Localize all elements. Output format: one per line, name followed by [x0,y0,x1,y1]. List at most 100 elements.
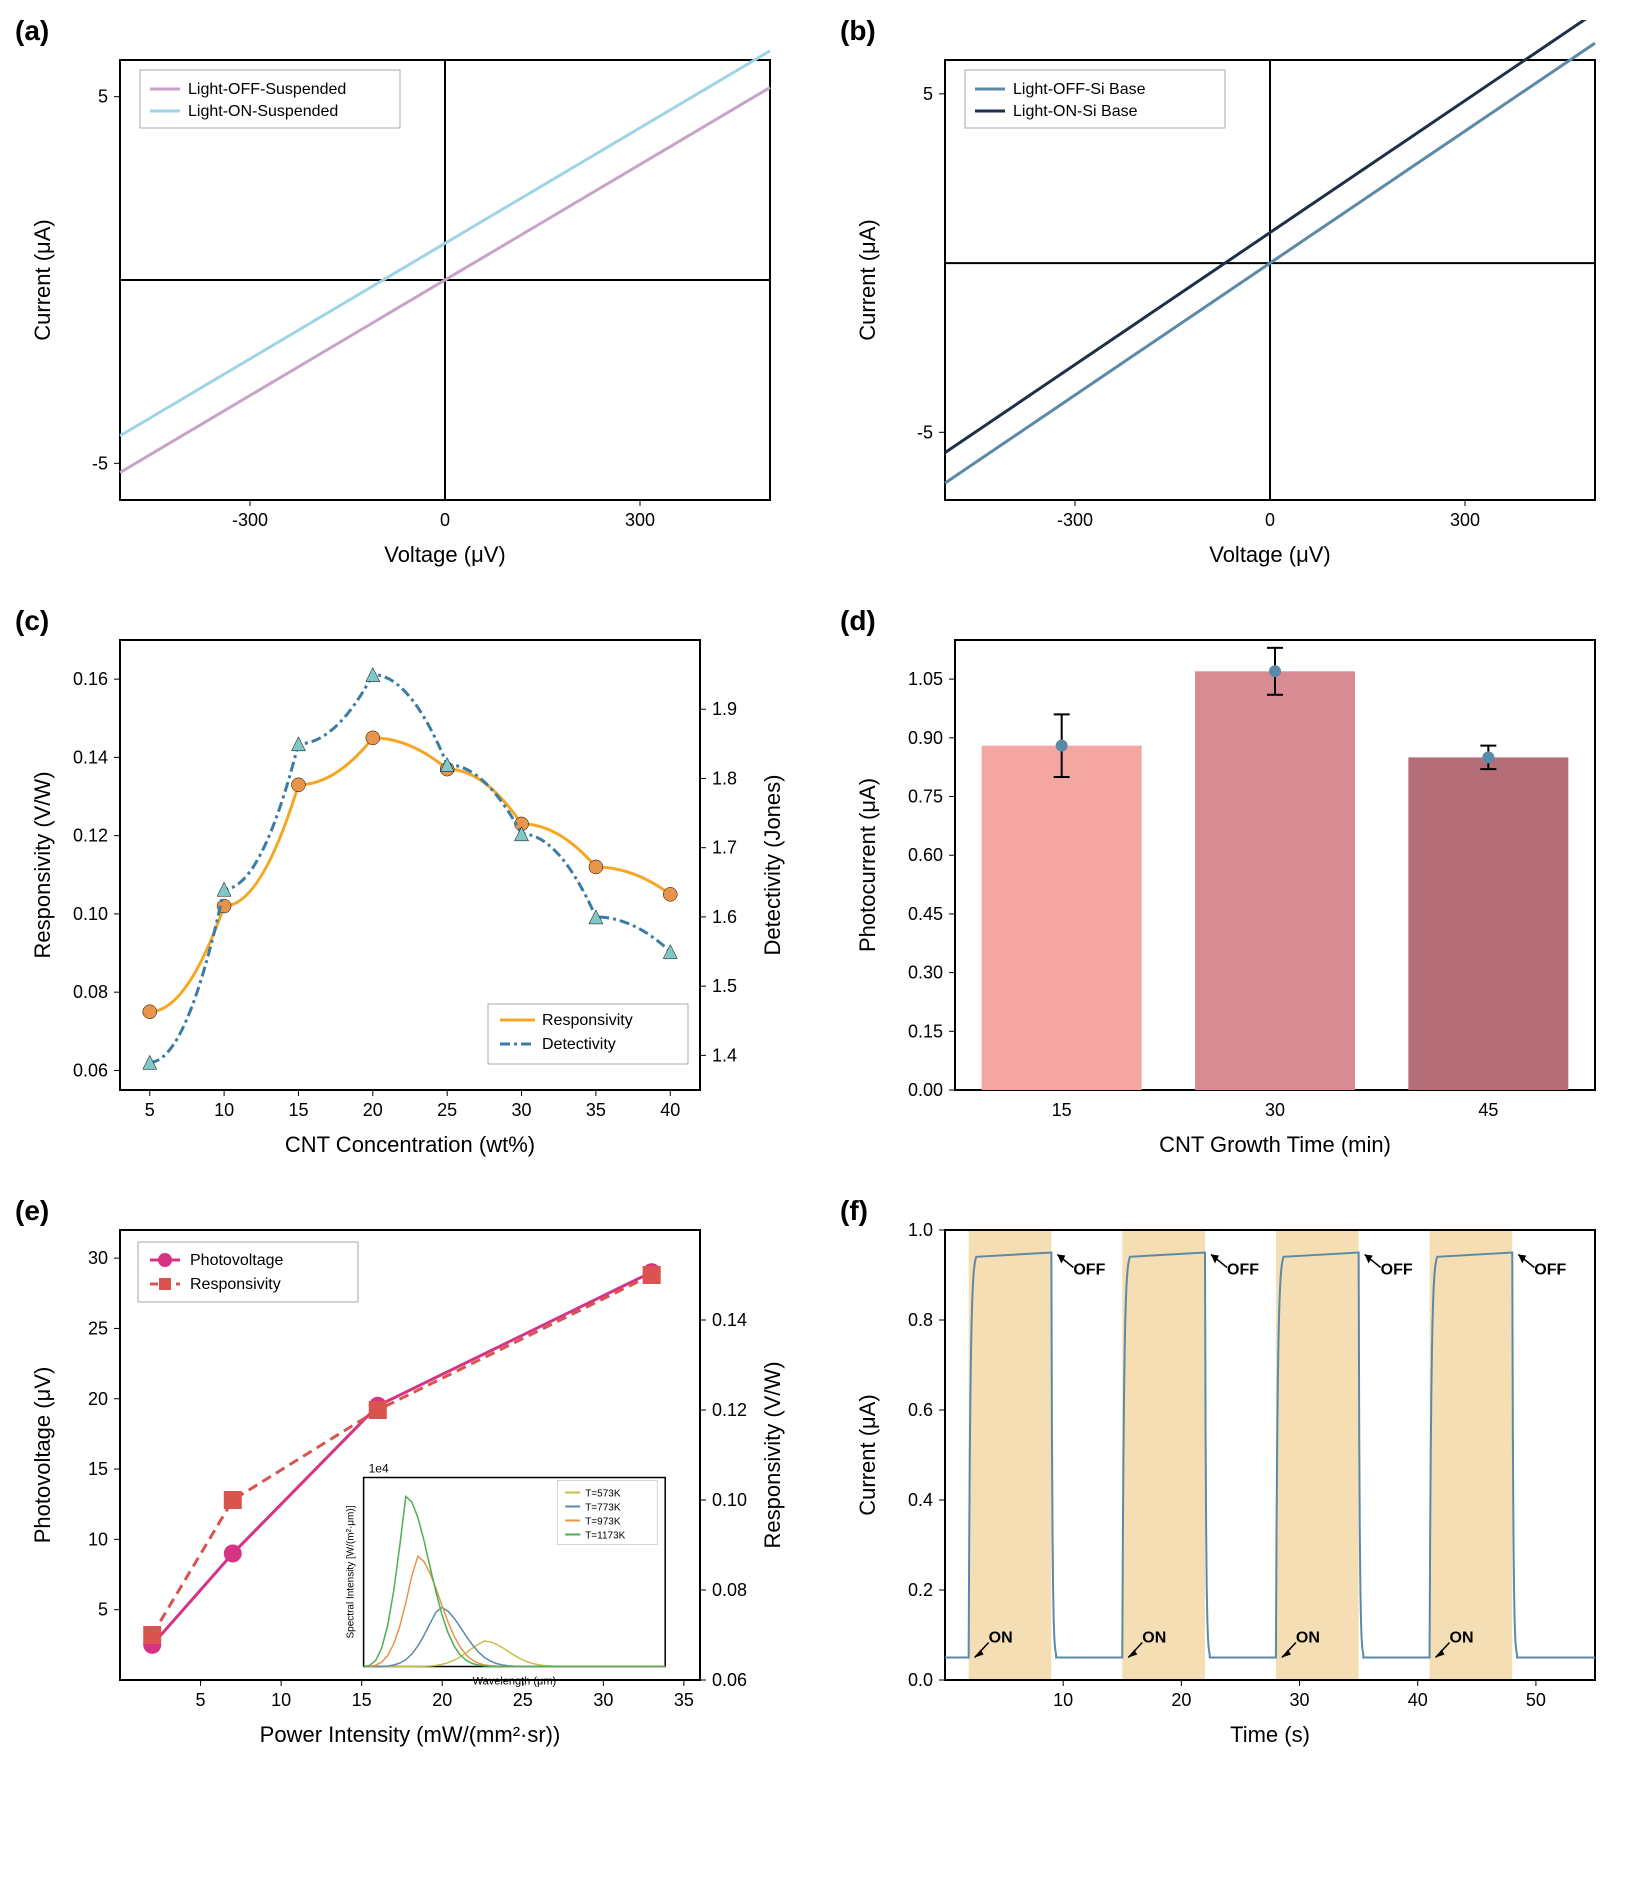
svg-text:ON: ON [1450,1630,1474,1647]
svg-text:30: 30 [512,1100,532,1120]
svg-text:ON: ON [1296,1630,1320,1647]
chart-c: 5101520253035400.060.080.100.120.140.161… [20,610,800,1170]
chart-f: 10203040500.00.20.40.60.81.0ONOFFONOFFON… [845,1200,1625,1760]
chart-a: -3003000-55Voltage (μV)Current (μA)Light… [20,20,800,580]
svg-text:300: 300 [625,510,655,530]
svg-text:Light-OFF-Si Base: Light-OFF-Si Base [1013,81,1146,98]
svg-text:0.10: 0.10 [712,1490,747,1510]
svg-text:0.8: 0.8 [908,1310,933,1330]
svg-text:1.5: 1.5 [712,976,737,996]
svg-text:10: 10 [1053,1690,1073,1710]
svg-text:1.7: 1.7 [712,838,737,858]
svg-text:CNT Growth Time (min): CNT Growth Time (min) [1159,1132,1391,1157]
svg-text:35: 35 [674,1690,694,1710]
svg-text:0.6: 0.6 [908,1400,933,1420]
svg-text:0.75: 0.75 [908,787,943,807]
svg-text:30: 30 [1265,1100,1285,1120]
svg-text:1.8: 1.8 [712,768,737,788]
svg-text:1.6: 1.6 [712,907,737,927]
svg-text:Wavelength (μm): Wavelength (μm) [473,1676,557,1688]
svg-text:15: 15 [1052,1100,1072,1120]
svg-text:300: 300 [1450,510,1480,530]
svg-text:Power Intensity (mW/(mm²·sr)): Power Intensity (mW/(mm²·sr)) [260,1722,561,1747]
svg-text:Detectivity (Jones): Detectivity (Jones) [760,775,785,956]
figure-grid: (a) -3003000-55Voltage (μV)Current (μA)L… [20,20,1630,1760]
chart-b: -3003000-55Voltage (μV)Current (μA)Light… [845,20,1625,580]
svg-text:0.45: 0.45 [908,904,943,924]
svg-text:Time (s): Time (s) [1230,1722,1310,1747]
svg-text:0.00: 0.00 [908,1080,943,1100]
svg-text:ON: ON [989,1630,1013,1647]
svg-text:15: 15 [352,1690,372,1710]
panel-a-label: (a) [15,15,49,47]
svg-text:30: 30 [1290,1690,1310,1710]
svg-text:OFF: OFF [1534,1262,1566,1279]
svg-text:35: 35 [586,1100,606,1120]
svg-text:5: 5 [98,1600,108,1620]
svg-text:-5: -5 [92,453,108,473]
svg-text:40: 40 [660,1100,680,1120]
svg-text:Responsivity (V/W): Responsivity (V/W) [30,771,55,958]
svg-text:0.06: 0.06 [712,1670,747,1690]
svg-text:5: 5 [145,1100,155,1120]
svg-text:1.4: 1.4 [712,1045,737,1065]
panel-a: (a) -3003000-55Voltage (μV)Current (μA)L… [20,20,805,580]
panel-c-label: (c) [15,605,49,637]
svg-text:1.9: 1.9 [712,699,737,719]
svg-text:25: 25 [88,1318,108,1338]
svg-text:-300: -300 [232,510,268,530]
svg-text:Current (μA): Current (μA) [855,219,880,340]
svg-text:0.12: 0.12 [712,1400,747,1420]
svg-text:40: 40 [1408,1690,1428,1710]
svg-text:1e4: 1e4 [369,1462,389,1476]
svg-text:1.0: 1.0 [908,1220,933,1240]
svg-text:-5: -5 [917,422,933,442]
svg-text:0.12: 0.12 [73,826,108,846]
svg-text:OFF: OFF [1381,1262,1413,1279]
svg-text:15: 15 [88,1459,108,1479]
svg-text:Voltage (μV): Voltage (μV) [384,542,506,567]
svg-text:Responsivity: Responsivity [190,1276,281,1293]
svg-text:0.2: 0.2 [908,1580,933,1600]
svg-text:Spectral Intensity [W/(m²·μm)]: Spectral Intensity [W/(m²·μm)] [346,1505,357,1638]
svg-text:0.90: 0.90 [908,728,943,748]
chart-e: 5101520253035510152025300.060.080.100.12… [20,1200,800,1760]
svg-text:50: 50 [1526,1690,1546,1710]
panel-c: (c) 5101520253035400.060.080.100.120.140… [20,610,805,1170]
svg-text:Light-ON-Si Base: Light-ON-Si Base [1013,103,1138,120]
panel-d-label: (d) [840,605,876,637]
svg-text:0: 0 [440,510,450,530]
svg-text:T=1173K: T=1173K [585,1531,625,1542]
svg-text:ON: ON [1142,1630,1166,1647]
svg-text:20: 20 [363,1100,383,1120]
svg-text:Current (μA): Current (μA) [30,219,55,340]
svg-text:Photovoltage (μV): Photovoltage (μV) [30,1367,55,1544]
panel-b: (b) -3003000-55Voltage (μV)Current (μA)L… [845,20,1630,580]
svg-text:T=773K: T=773K [585,1503,621,1514]
svg-text:45: 45 [1478,1100,1498,1120]
svg-text:0.15: 0.15 [908,1021,943,1041]
svg-text:Light-OFF-Suspended: Light-OFF-Suspended [188,81,346,98]
svg-text:Voltage (μV): Voltage (μV) [1209,542,1331,567]
panel-d: (d) 0.000.150.300.450.600.750.901.051530… [845,610,1630,1170]
svg-text:OFF: OFF [1073,1262,1105,1279]
panel-e-label: (e) [15,1195,49,1227]
svg-text:0.16: 0.16 [73,669,108,689]
svg-text:CNT Concentration (wt%): CNT Concentration (wt%) [285,1132,535,1157]
svg-text:T=973K: T=973K [585,1517,621,1528]
panel-f: (f) 10203040500.00.20.40.60.81.0ONOFFONO… [845,1200,1630,1760]
svg-text:0.06: 0.06 [73,1060,108,1080]
svg-text:0.0: 0.0 [908,1670,933,1690]
svg-text:0.30: 0.30 [908,963,943,983]
svg-text:30: 30 [593,1690,613,1710]
svg-text:5: 5 [196,1690,206,1710]
svg-text:25: 25 [437,1100,457,1120]
svg-text:5: 5 [923,84,933,104]
svg-text:0.60: 0.60 [908,845,943,865]
svg-text:20: 20 [432,1690,452,1710]
svg-text:30: 30 [88,1248,108,1268]
svg-text:20: 20 [88,1389,108,1409]
svg-text:Photovoltage: Photovoltage [190,1252,284,1269]
svg-text:T=573K: T=573K [585,1489,621,1500]
svg-text:1.05: 1.05 [908,669,943,689]
